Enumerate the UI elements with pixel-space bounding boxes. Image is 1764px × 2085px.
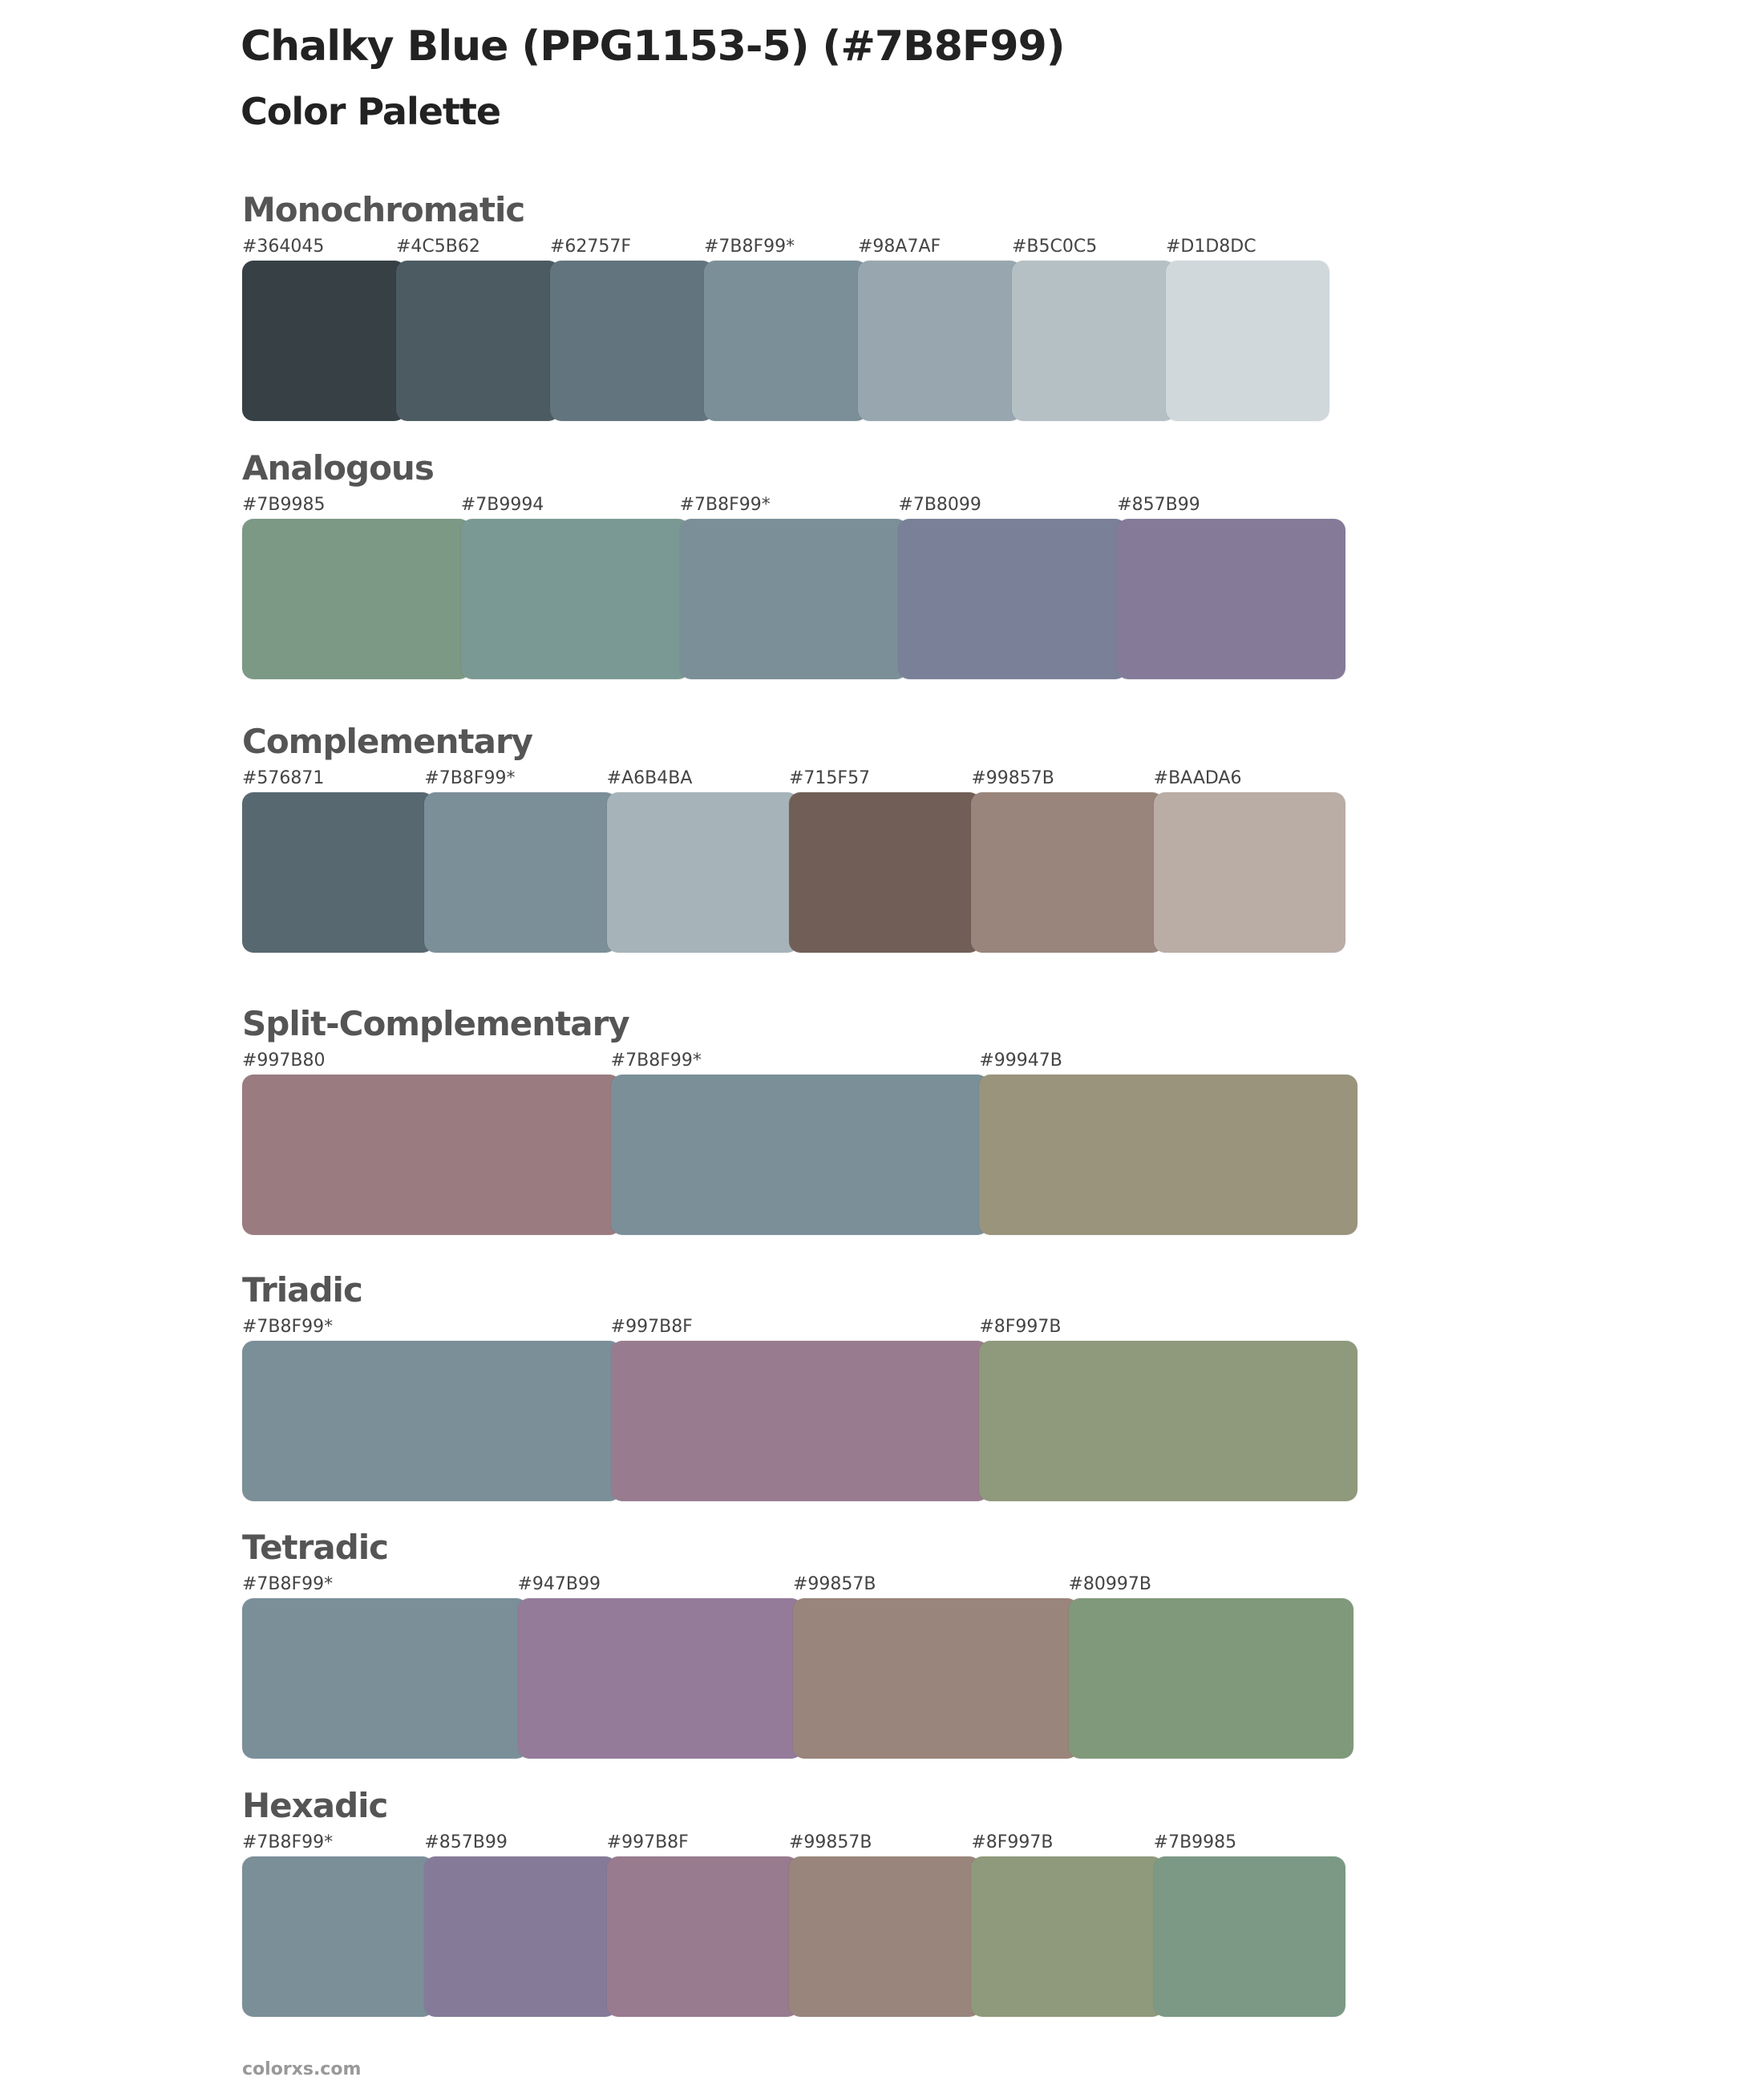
color-swatch[interactable]: #997B8F <box>606 1832 799 2017</box>
color-swatch[interactable]: #7B8F99* <box>242 1317 621 1501</box>
section-heading: Split-Complementary <box>242 1004 630 1043</box>
color-swatch[interactable]: #857B99 <box>424 1832 617 2017</box>
color-swatch[interactable]: #7B8F99* <box>679 495 908 679</box>
color-swatch[interactable]: #7B9985 <box>1153 1832 1345 2017</box>
section-heading: Complementary <box>242 722 533 761</box>
color-swatch[interactable]: #7B8F99* <box>242 1574 528 1759</box>
color-swatch[interactable]: #7B8F99* <box>610 1051 989 1235</box>
swatch-hex-label: #99857B <box>971 768 1054 788</box>
swatch-row: #7B8F99* #997B8F #8F997B <box>242 1317 1358 1501</box>
color-swatch[interactable]: #857B99 <box>1117 495 1345 679</box>
color-swatch[interactable]: #715F57 <box>788 768 981 953</box>
swatch-row: #7B8F99* #857B99 #997B8F #99857B #8F997B #7B9… <box>242 1832 1345 2017</box>
swatch-hex-label: #715F57 <box>788 768 871 788</box>
color-swatch[interactable]: #7B8099 <box>898 495 1127 679</box>
page-subtitle: Color Palette <box>241 90 501 133</box>
color-swatch[interactable]: #99857B <box>971 768 1163 953</box>
swatch-hex-label: #BAADA6 <box>1153 768 1242 788</box>
section-heading: Analogous <box>242 448 435 488</box>
swatch-hex-label: #7B8F99* <box>679 495 771 515</box>
color-swatch[interactable]: #7B8F99* <box>424 768 617 953</box>
color-swatch[interactable]: #7B9985 <box>242 495 471 679</box>
swatch-hex-label: #A6B4BA <box>606 768 693 788</box>
swatch-hex-label: #80997B <box>1068 1574 1152 1594</box>
color-swatch[interactable]: #D1D8DC <box>1166 237 1329 421</box>
swatch-hex-label: #7B9994 <box>460 495 544 515</box>
section-heading: Tetradic <box>242 1528 389 1567</box>
swatch-hex-label: #7B8F99* <box>610 1051 702 1071</box>
swatch-hex-label: #62757F <box>550 237 632 257</box>
color-swatch[interactable]: #98A7AF <box>858 237 1022 421</box>
color-swatch[interactable]: #BAADA6 <box>1153 768 1345 953</box>
swatch-hex-label: #7B9985 <box>1153 1832 1237 1852</box>
color-swatch[interactable]: #7B9994 <box>460 495 690 679</box>
swatch-hex-label: #947B99 <box>517 1574 601 1594</box>
swatch-hex-label: #7B8F99* <box>424 768 516 788</box>
swatch-hex-label: #D1D8DC <box>1166 237 1256 257</box>
swatch-hex-label: #99857B <box>793 1574 876 1594</box>
swatch-hex-label: #99857B <box>788 1832 872 1852</box>
swatch-hex-label: #98A7AF <box>858 237 941 257</box>
color-swatch[interactable]: #8F997B <box>979 1317 1358 1501</box>
swatch-hex-label: #857B99 <box>1117 495 1200 515</box>
swatch-hex-label: #4C5B62 <box>396 237 480 257</box>
swatch-hex-label: #7B8F99* <box>242 1832 334 1852</box>
color-swatch[interactable]: #99947B <box>979 1051 1358 1235</box>
swatch-hex-label: #7B8F99* <box>704 237 795 257</box>
color-swatch[interactable]: #80997B <box>1068 1574 1353 1759</box>
swatch-row: #997B80 #7B8F99* #99947B <box>242 1051 1358 1235</box>
swatch-hex-label: #7B9985 <box>242 495 326 515</box>
color-swatch[interactable]: #947B99 <box>517 1574 803 1759</box>
footer-site-link[interactable]: colorxs.com <box>242 2059 362 2079</box>
color-swatch[interactable]: #A6B4BA <box>606 768 799 953</box>
swatch-row: #7B9985 #7B9994 #7B8F99* #7B8099 #857B99 <box>242 495 1345 679</box>
section-heading: Hexadic <box>242 1786 388 1825</box>
color-swatch[interactable]: #B5C0C5 <box>1012 237 1175 421</box>
swatch-hex-label: #B5C0C5 <box>1012 237 1098 257</box>
swatch-hex-label: #7B8F99* <box>242 1317 334 1337</box>
page-title: Chalky Blue (PPG1153-5) (#7B8F99) <box>241 22 1066 71</box>
swatch-hex-label: #8F997B <box>971 1832 1054 1852</box>
swatch-hex-label: #857B99 <box>424 1832 508 1852</box>
swatch-hex-label: #7B8099 <box>898 495 981 515</box>
color-swatch[interactable]: #62757F <box>550 237 714 421</box>
section-heading: Monochromatic <box>242 190 525 229</box>
section-heading: Triadic <box>242 1270 363 1310</box>
swatch-hex-label: #7B8F99* <box>242 1574 334 1594</box>
swatch-hex-label: #576871 <box>242 768 325 788</box>
color-swatch[interactable]: #7B8F99* <box>704 237 868 421</box>
color-swatch[interactable]: #576871 <box>242 768 435 953</box>
color-swatch[interactable]: #7B8F99* <box>242 1832 435 2017</box>
swatch-hex-label: #364045 <box>242 237 325 257</box>
swatch-row: #576871 #7B8F99* #A6B4BA #715F57 #99857B #BAA… <box>242 768 1345 953</box>
swatch-hex-label: #99947B <box>979 1051 1062 1071</box>
color-swatch[interactable]: #997B8F <box>610 1317 989 1501</box>
swatch-hex-label: #997B80 <box>242 1051 326 1071</box>
color-swatch[interactable]: #8F997B <box>971 1832 1163 2017</box>
swatch-hex-label: #8F997B <box>979 1317 1062 1337</box>
swatch-hex-label: #997B8F <box>610 1317 693 1337</box>
color-swatch[interactable]: #997B80 <box>242 1051 621 1235</box>
swatch-row: #7B8F99* #947B99 #99857B #80997B <box>242 1574 1353 1759</box>
color-swatch[interactable]: #364045 <box>242 237 406 421</box>
swatch-row: #364045 #4C5B62 #62757F #7B8F99* #98A7AF #B5C… <box>242 237 1329 421</box>
color-swatch[interactable]: #4C5B62 <box>396 237 560 421</box>
color-swatch[interactable]: #99857B <box>793 1574 1078 1759</box>
color-swatch[interactable]: #99857B <box>788 1832 981 2017</box>
swatch-hex-label: #997B8F <box>606 1832 689 1852</box>
